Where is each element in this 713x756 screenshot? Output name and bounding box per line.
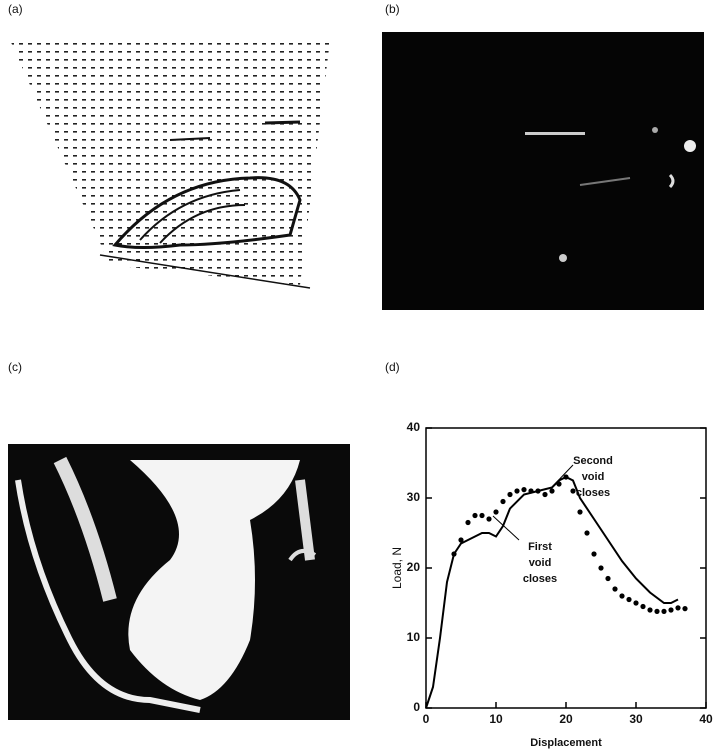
y-tick-label: 40 xyxy=(407,420,421,434)
annotation: closes xyxy=(576,487,610,499)
annotation: Second xyxy=(573,455,613,467)
annotation: First xyxy=(528,541,552,553)
data-point xyxy=(549,488,555,494)
y-axis-label: Load, N xyxy=(390,547,404,589)
data-point xyxy=(493,509,499,515)
data-point xyxy=(605,575,611,582)
data-point xyxy=(654,608,660,615)
data-point xyxy=(633,600,639,606)
annotation: void xyxy=(529,557,552,569)
data-point xyxy=(612,586,618,592)
data-point xyxy=(507,491,513,498)
data-line xyxy=(425,475,679,709)
data-point xyxy=(500,498,506,505)
x-tick-label: 10 xyxy=(489,712,503,726)
y-tick-label: 0 xyxy=(413,700,420,714)
panel-label: (c) xyxy=(8,360,22,374)
data-point xyxy=(647,607,653,613)
photo-section xyxy=(8,444,350,720)
data-point xyxy=(668,607,674,613)
data-point xyxy=(465,519,471,526)
panel-label: (a) xyxy=(8,2,23,16)
annotation: void xyxy=(582,471,605,483)
data-point xyxy=(619,593,625,599)
x-tick-label: 30 xyxy=(629,712,643,726)
chart: 0 10 20 30 40 0 10 20 30 40 Displacement Load, N Sec… xyxy=(390,420,713,749)
data-point xyxy=(598,565,604,571)
data-point xyxy=(556,481,562,487)
data-point xyxy=(451,551,457,557)
data-point xyxy=(486,516,492,522)
annotation: closes xyxy=(523,573,557,585)
data-point xyxy=(577,509,583,515)
data-point xyxy=(584,530,590,536)
data-point xyxy=(563,474,569,480)
y-tick-label: 10 xyxy=(407,630,421,644)
data-point xyxy=(479,512,485,519)
mesh-diagram xyxy=(10,40,330,289)
annotation-arrow xyxy=(492,515,520,541)
data-point xyxy=(626,596,632,603)
data-point xyxy=(570,488,576,494)
panel-label: (b) xyxy=(385,2,400,16)
photo-dark xyxy=(382,32,704,310)
data-point xyxy=(472,512,478,519)
plot-frame xyxy=(425,427,707,709)
data-point xyxy=(535,488,541,494)
x-tick-label: 0 xyxy=(423,712,430,726)
data-point xyxy=(640,603,646,610)
data-point xyxy=(521,487,527,493)
data-point xyxy=(528,488,534,494)
data-point xyxy=(514,488,520,494)
x-tick-label: 20 xyxy=(559,712,573,726)
x-axis-label: Displacement xyxy=(530,737,602,749)
data-point xyxy=(675,605,681,611)
data-point xyxy=(542,491,548,498)
panel-label: (d) xyxy=(385,360,400,374)
data-point xyxy=(682,606,688,612)
x-tick-label: 40 xyxy=(699,712,713,726)
data-point xyxy=(591,551,597,557)
data-point xyxy=(661,608,667,615)
y-tick-label: 20 xyxy=(407,560,421,574)
y-tick-label: 30 xyxy=(407,490,421,504)
data-point xyxy=(458,537,464,543)
